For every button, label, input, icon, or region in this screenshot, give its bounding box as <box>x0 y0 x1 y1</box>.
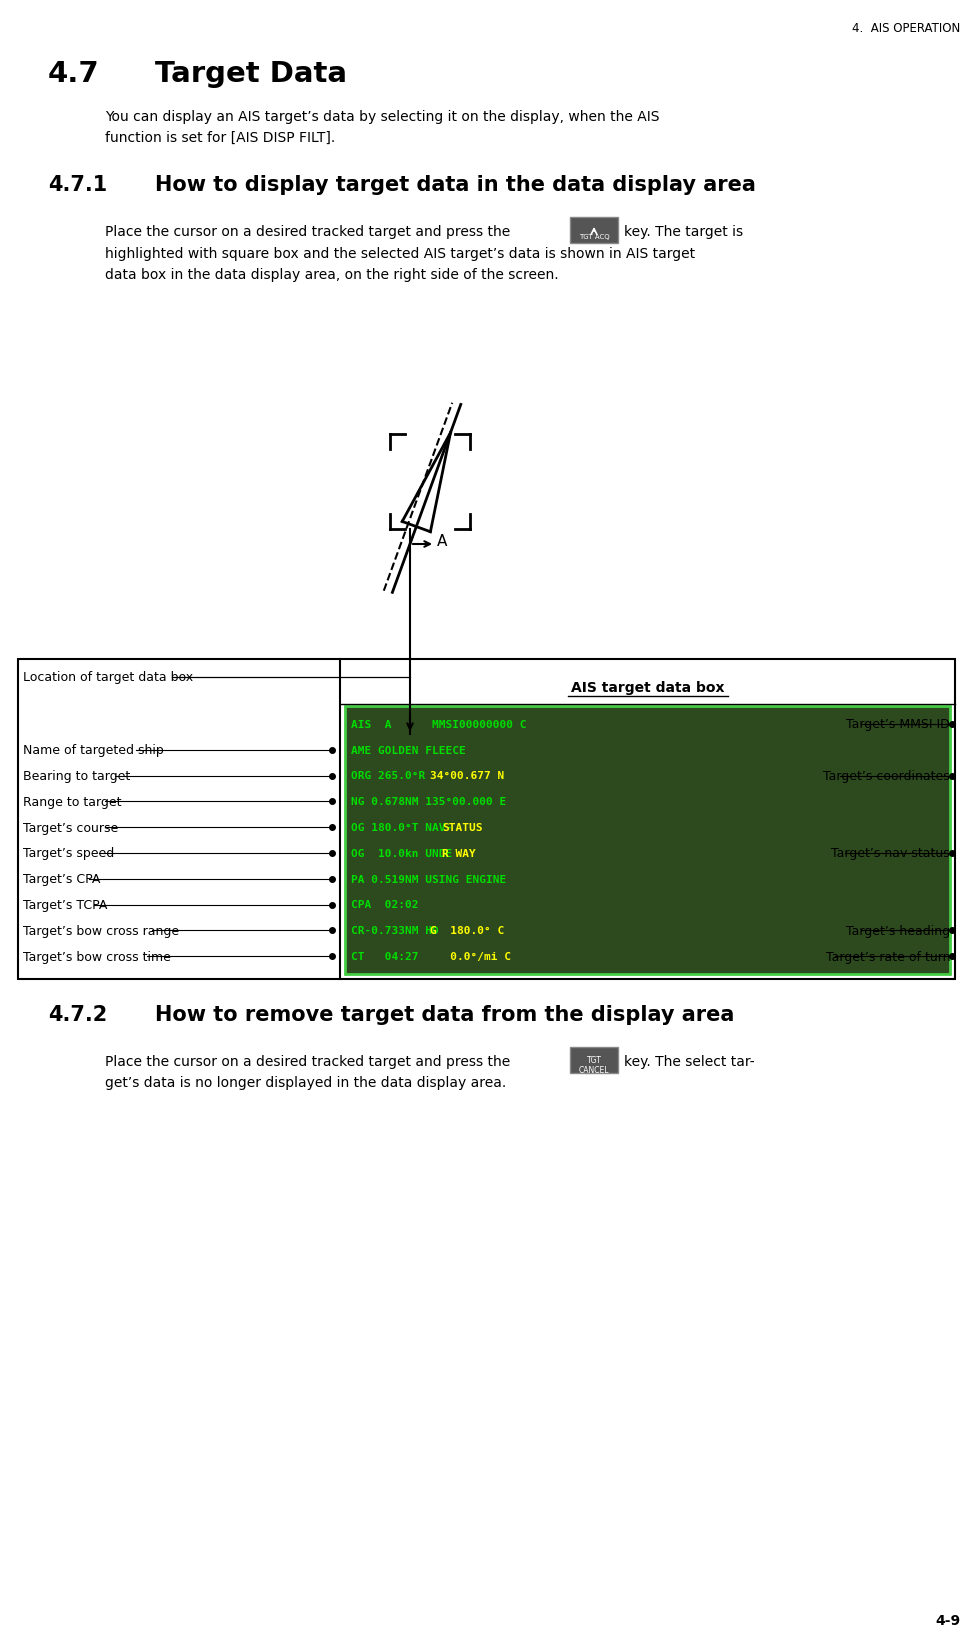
Text: TGT ACQ: TGT ACQ <box>579 234 609 239</box>
Text: get’s data is no longer displayed in the data display area.: get’s data is no longer displayed in the… <box>105 1075 506 1090</box>
Text: Target’s CPA: Target’s CPA <box>23 872 100 885</box>
Text: AIS target data box: AIS target data box <box>571 680 724 695</box>
Text: ORG 265.0°R: ORG 265.0°R <box>351 770 439 782</box>
Bar <box>18 659 955 980</box>
Bar <box>345 706 950 975</box>
Text: 4.  AIS OPERATION: 4. AIS OPERATION <box>851 21 960 34</box>
Text: Target’s coordinates: Target’s coordinates <box>823 770 950 782</box>
Text: Target’s heading: Target’s heading <box>846 924 950 938</box>
Bar <box>570 1047 618 1074</box>
Text: Location of target data box: Location of target data box <box>23 670 193 683</box>
Text: Target’s speed: Target’s speed <box>23 847 114 860</box>
Text: AIS  A      MMSI00000000 C: AIS A MMSI00000000 C <box>351 720 526 729</box>
Text: OG 180.0°T NAV-: OG 180.0°T NAV- <box>351 823 452 833</box>
Text: NG 0.678NM 135°00.000 E: NG 0.678NM 135°00.000 E <box>351 797 506 806</box>
Text: 4-9: 4-9 <box>935 1613 960 1628</box>
Text: Target’s MMSI ID: Target’s MMSI ID <box>847 718 950 731</box>
Bar <box>570 218 618 244</box>
Text: function is set for [AIS DISP FILT].: function is set for [AIS DISP FILT]. <box>105 131 336 144</box>
Text: AME GOLDEN FLEECE: AME GOLDEN FLEECE <box>351 746 466 756</box>
Text: TGT: TGT <box>587 1056 601 1064</box>
Text: key. The target is: key. The target is <box>624 225 743 239</box>
Text: Bearing to target: Bearing to target <box>23 770 130 782</box>
Text: Range to target: Range to target <box>23 795 122 808</box>
Text: A: A <box>437 533 448 547</box>
Text: CR-0.733NM HD: CR-0.733NM HD <box>351 926 439 936</box>
Text: 4.7.2: 4.7.2 <box>48 1005 107 1024</box>
Text: Place the cursor on a desired tracked target and press the: Place the cursor on a desired tracked ta… <box>105 225 510 239</box>
Text: Target’s TCPA: Target’s TCPA <box>23 898 107 911</box>
Text: How to display target data in the data display area: How to display target data in the data d… <box>155 175 756 195</box>
Text: You can display an AIS target’s data by selecting it on the display, when the AI: You can display an AIS target’s data by … <box>105 110 660 125</box>
Text: highlighted with square box and the selected AIS target’s data is shown in AIS t: highlighted with square box and the sele… <box>105 247 695 261</box>
Text: key. The select tar-: key. The select tar- <box>624 1054 755 1069</box>
Text: OG  10.0kn UNDE: OG 10.0kn UNDE <box>351 849 452 859</box>
Text: Target’s bow cross range: Target’s bow cross range <box>23 924 179 938</box>
Text: How to remove target data from the display area: How to remove target data from the displ… <box>155 1005 735 1024</box>
Text: G  180.0° C: G 180.0° C <box>430 926 505 936</box>
Text: Name of targeted ship: Name of targeted ship <box>23 744 163 757</box>
Text: Target’s course: Target’s course <box>23 821 119 834</box>
Text: data box in the data display area, on the right side of the screen.: data box in the data display area, on th… <box>105 267 559 282</box>
Text: CPA  02:02: CPA 02:02 <box>351 900 418 910</box>
Text: 34°00.677 N: 34°00.677 N <box>430 770 505 782</box>
Text: 4.7: 4.7 <box>48 61 100 89</box>
Text: 4.7.1: 4.7.1 <box>48 175 107 195</box>
Text: Target Data: Target Data <box>155 61 347 89</box>
Text: 0.0°/mi C: 0.0°/mi C <box>430 952 511 962</box>
Text: Target’s bow cross time: Target’s bow cross time <box>23 951 171 964</box>
Text: CANCEL: CANCEL <box>579 1065 609 1074</box>
Text: R WAY: R WAY <box>443 849 476 859</box>
Text: Target’s nav status: Target’s nav status <box>831 847 950 860</box>
Text: CT   04:27: CT 04:27 <box>351 952 439 962</box>
Text: PA 0.519NM USING ENGINE: PA 0.519NM USING ENGINE <box>351 874 506 883</box>
Text: STATUS: STATUS <box>443 823 483 833</box>
Text: Place the cursor on a desired tracked target and press the: Place the cursor on a desired tracked ta… <box>105 1054 510 1069</box>
Text: Target’s rate of turn: Target’s rate of turn <box>825 951 950 964</box>
